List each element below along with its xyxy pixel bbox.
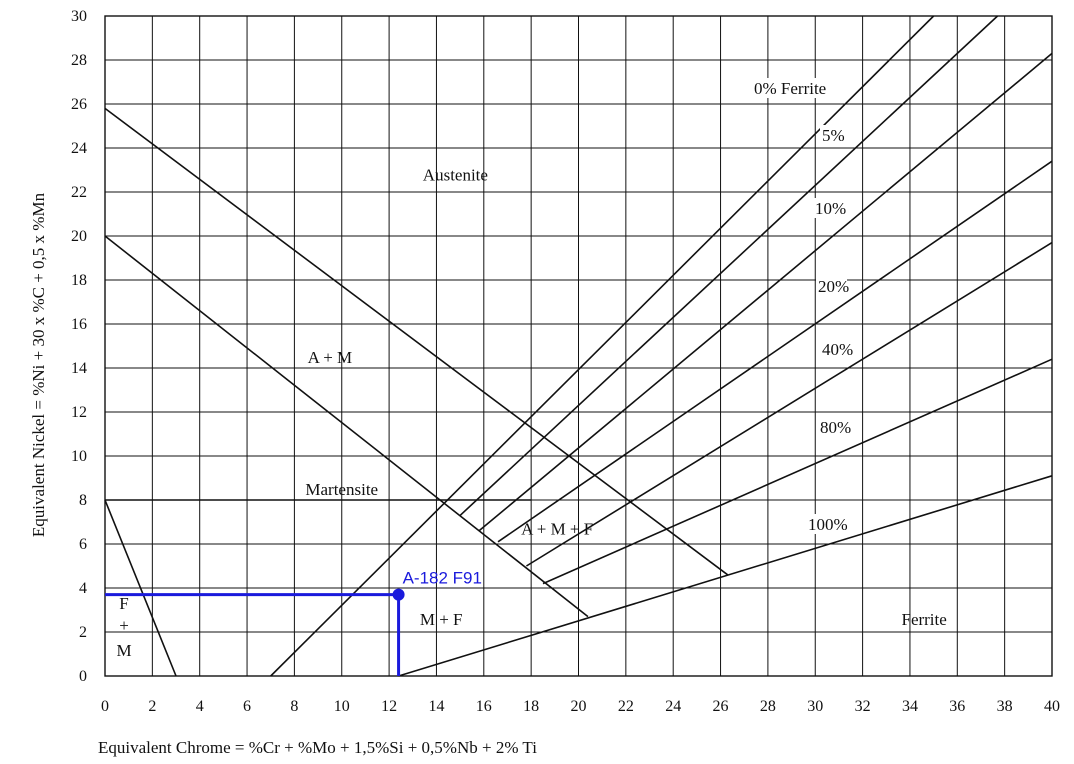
region-label-fm: M — [116, 641, 131, 660]
y-tick-label: 0 — [79, 668, 87, 685]
martensite-upper-boundary — [104, 235, 589, 618]
x-tick-label: 12 — [381, 698, 397, 715]
x-axis-ticks: 0 2 4 6 8 10 12 14 16 18 20 22 24 26 28 30 32 34 36 38 40 — [101, 698, 1060, 715]
region-label: A + M + F — [521, 520, 593, 539]
y-tick-label: 20 — [71, 228, 87, 245]
ferrite-line — [478, 52, 1053, 532]
y-tick-label: 24 — [71, 140, 87, 157]
x-tick-label: 38 — [997, 698, 1013, 715]
region-label: A + M — [308, 348, 353, 367]
grid-lines — [104, 15, 1053, 677]
ferrite-line-label: 40% — [822, 340, 853, 359]
ferrite-label-bg — [813, 198, 844, 218]
ferrite-line-label: 80% — [820, 418, 851, 437]
ferrite-label-bg — [820, 339, 851, 359]
ferrite-line — [525, 241, 1053, 567]
x-tick-label: 36 — [949, 698, 965, 715]
x-tick-label: 40 — [1044, 698, 1060, 715]
ferrite-line-label: 0% Ferrite — [754, 79, 826, 98]
phase-boundary-lines — [104, 107, 729, 677]
x-tick-label: 24 — [665, 698, 681, 715]
y-axis-label: Equivalent Nickel = %Ni + 30 x %C + 0,5 … — [29, 192, 48, 537]
y-tick-label: 8 — [79, 492, 87, 509]
ferrite-line-label: 20% — [818, 277, 849, 296]
x-axis-label: Equivalent Chrome = %Cr + %Mo + 1,5%Si +… — [98, 738, 537, 757]
ferrite-label-bg — [818, 417, 849, 437]
y-tick-label: 26 — [71, 96, 87, 113]
y-tick-label: 28 — [71, 52, 87, 69]
region-labels: Austenite A + M Martensite A + M + F M + F Fe… — [116, 165, 946, 660]
data-point — [392, 588, 405, 601]
x-tick-label: 18 — [523, 698, 539, 715]
y-tick-label: 6 — [79, 536, 87, 553]
x-tick-label: 6 — [243, 698, 251, 715]
data-point-label: A-182 F91 — [403, 569, 482, 588]
ferrite-line — [542, 358, 1053, 585]
ferrite-line — [398, 475, 1053, 677]
ferrite-lines: 0% Ferrite 5% 10% 20% 40% 80% 100% — [270, 15, 1053, 677]
x-tick-label: 2 — [148, 698, 156, 715]
ferrite-line-label: 5% — [822, 126, 845, 145]
y-tick-label: 4 — [79, 580, 87, 597]
martensite-fm-boundary — [104, 499, 177, 677]
x-tick-label: 4 — [196, 698, 204, 715]
ferrite-line — [497, 160, 1053, 543]
y-tick-label: 30 — [71, 8, 87, 25]
x-tick-label: 14 — [428, 698, 444, 715]
x-tick-label: 8 — [290, 698, 298, 715]
y-tick-label: 16 — [71, 316, 87, 333]
x-tick-label: 20 — [571, 698, 587, 715]
region-label-fm: F — [119, 594, 128, 613]
y-tick-label: 12 — [71, 404, 87, 421]
ferrite-label-bg — [752, 78, 846, 98]
x-tick-label: 10 — [334, 698, 350, 715]
y-tick-label: 18 — [71, 272, 87, 289]
region-label: Ferrite — [901, 610, 946, 629]
x-tick-label: 34 — [902, 698, 918, 715]
ferrite-label-bg — [806, 514, 846, 534]
data-point-marker: A-182 F91 — [105, 569, 482, 676]
ferrite-label-bg — [820, 125, 842, 145]
x-tick-label: 32 — [855, 698, 871, 715]
x-tick-label: 30 — [807, 698, 823, 715]
region-label: Austenite — [423, 165, 488, 184]
ferrite-line-label: 10% — [815, 199, 846, 218]
ferrite-line-label: 100% — [808, 515, 848, 534]
x-tick-label: 22 — [618, 698, 634, 715]
y-tick-label: 14 — [71, 360, 87, 377]
austenite-am-boundary — [104, 107, 729, 576]
region-label: M + F — [420, 610, 463, 629]
ferrite-label-bg — [816, 276, 847, 296]
x-tick-label: 28 — [760, 698, 776, 715]
region-label-fm: + — [119, 616, 129, 635]
y-tick-label: 2 — [79, 624, 87, 641]
x-tick-label: 0 — [101, 698, 109, 715]
y-tick-label: 10 — [71, 448, 87, 465]
x-tick-label: 16 — [476, 698, 492, 715]
ferrite-line — [459, 15, 999, 516]
y-tick-label: 22 — [71, 184, 87, 201]
x-tick-label: 26 — [713, 698, 729, 715]
region-label: Martensite — [305, 480, 378, 499]
